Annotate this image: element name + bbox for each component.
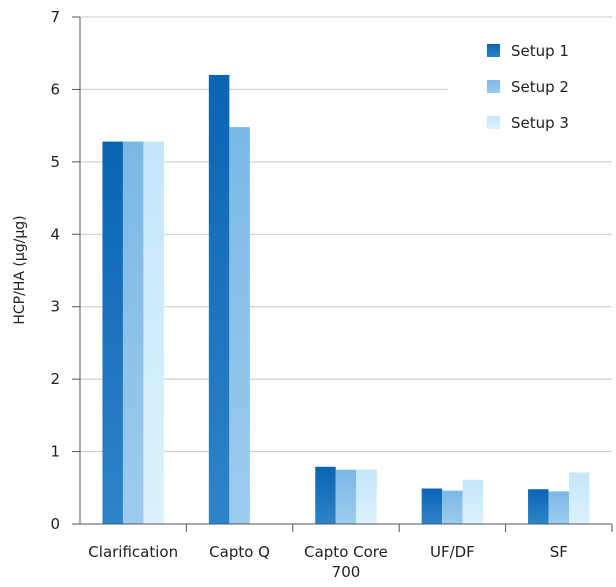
y-tick-label: 0: [50, 515, 60, 533]
x-category-label: Clarification: [88, 543, 178, 561]
bar-setup-3-cat-2: [356, 469, 377, 524]
x-category-label: UF/DF: [430, 543, 475, 561]
y-tick-labels: 0 1 2 3 4 5 6 7: [50, 8, 60, 533]
bar-setup-1-cat-2: [315, 466, 336, 524]
y-tick-label: 6: [50, 80, 60, 98]
legend-swatch-2: [487, 80, 500, 93]
bar-setup-1-cat-0: [102, 141, 123, 524]
legend-label-3: Setup 3: [511, 114, 569, 132]
y-tick-label: 3: [50, 298, 60, 316]
legend-label-1: Setup 1: [511, 42, 569, 60]
bar-setup-1-cat-1: [208, 74, 230, 524]
grid-lines: [80, 16, 612, 453]
y-tick-label: 4: [50, 225, 60, 243]
x-category-label: Capto Core: [304, 543, 388, 561]
bar-setup-3-cat-3: [462, 479, 484, 524]
bar-setup-2-cat-0: [122, 141, 144, 524]
x-category-label: SF: [550, 543, 568, 561]
y-tick-label: 1: [50, 443, 60, 461]
bar-setup-2-cat-3: [442, 490, 463, 524]
bar-setup-2-cat-2: [335, 469, 357, 524]
bar-setup-3-cat-0: [143, 141, 164, 524]
y-tick-label: 5: [50, 153, 60, 171]
x-category-label: 700: [332, 563, 361, 581]
bar-setup-2-cat-1: [229, 127, 250, 524]
legend-swatch-1: [487, 44, 500, 57]
x-category-label: Capto Q: [209, 543, 270, 561]
bars: [102, 74, 590, 524]
axes: [72, 16, 613, 532]
bar-setup-2-cat-4: [548, 491, 570, 524]
legend-swatch-3: [487, 116, 500, 129]
y-tick-label: 7: [50, 8, 60, 26]
bar-setup-3-cat-4: [569, 472, 590, 524]
legend: Setup 1 Setup 2 Setup 3: [448, 34, 612, 144]
x-category-labels: Clarification Capto Q Capto Core 700 UF/DF SF: [88, 543, 568, 581]
bar-setup-1-cat-4: [528, 489, 549, 524]
legend-background: [448, 34, 612, 144]
y-axis-label: HCP/HA (µg/µg): [12, 215, 28, 324]
legend-label-2: Setup 2: [511, 78, 569, 96]
y-tick-label: 2: [50, 370, 60, 388]
bar-setup-1-cat-3: [421, 488, 443, 524]
